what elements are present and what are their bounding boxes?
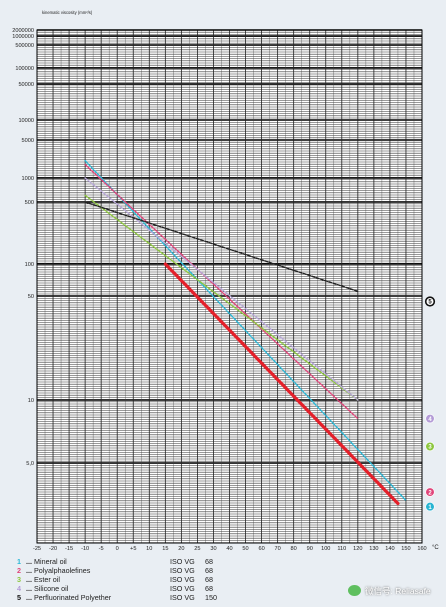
x-tick-label: 130 [369,546,378,552]
legend-name: ... Ester oil [26,575,60,584]
series-marker-label: 1 [428,505,432,511]
y-tick-label: 100000 [15,66,34,72]
grid [36,29,423,544]
legend-value: 68 [205,566,213,575]
x-tick-label: -25 [33,546,41,552]
series-marker-5 [424,296,436,307]
x-tick-label: -20 [49,546,57,552]
wechat-icon [348,585,361,596]
right-markers: 5 4 3 2 1 [424,296,436,512]
plot-frame [36,29,423,544]
legend-value: 150 [205,593,217,602]
series-marker-label: 2 [428,490,432,496]
y-tick-label: 100 [25,262,34,268]
x-tick-label: 60 [258,546,264,552]
series-marker-label: 4 [428,417,432,423]
y-tick-label: 2000000 [12,28,34,34]
series-line-2 [84,163,359,420]
x-tick-label: 15 [162,546,168,552]
y-tick-label: 5000 [22,138,34,144]
legend: 1 ... Mineral oil ISO VG 68 2 ... Polyal… [0,553,446,607]
x-tick-label: 110 [337,546,346,552]
y-tick-label: 1000 [22,176,34,182]
y-tick-label: 5,0 [26,461,34,467]
x-tick-label: 50 [242,546,248,552]
x-tick-label: 80 [291,546,297,552]
x-tick-label: 70 [275,546,281,552]
legend-name: ... Perfluorinated Polyether [26,593,112,602]
series-line-3 [84,194,359,401]
x-tick-label: 10 [146,546,152,552]
y-tick-label: 10000 [18,118,34,124]
legend-value: 68 [205,575,213,584]
x-tick-label: 90 [307,546,313,552]
legend-number: 5 [17,593,21,602]
y-tick-label: 500 [25,200,34,206]
x-tick-label: -5 [99,546,104,552]
x-tick-label: 120 [353,546,362,552]
x-tick-label: 140 [385,546,394,552]
y-tick-label: 50 [28,294,34,300]
x-tick-label: -15 [65,546,73,552]
x-tick-label: 40 [226,546,232,552]
legend-value: 68 [205,557,213,566]
x-tick-label: 0 [116,546,119,552]
legend-iso: ISO VG [170,593,195,602]
legend-name: ... Silicone oil [26,584,69,593]
legend-name: ... Polyalphaolefines [26,566,91,575]
watermark-text: 微信号: Reliasafe [365,586,431,596]
series-marker-4 [425,414,435,424]
legend-iso: ISO VG [170,584,195,593]
series-line-5 [84,201,359,292]
x-axis-unit: °C [432,545,439,551]
y-axis-label: kinematic viscosity (mm²/s) [42,10,93,15]
x-tick-label: 160 [417,546,426,552]
series-lines [84,159,407,506]
x-tick-label: 20 [178,546,184,552]
watermark: 微信号: Reliasafe [348,582,444,600]
legend-number: 4 [17,584,21,593]
legend-number: 3 [17,575,21,584]
series-marker-3 [425,441,435,452]
series-marker-2 [425,487,435,497]
legend-name: ... Mineral oil [26,557,67,566]
series-marker-label: 5 [428,300,432,306]
x-tick-label: 100 [321,546,330,552]
y-tick-label: 10 [28,398,34,404]
series-marker-1 [425,502,435,512]
legend-number: 1 [17,557,21,566]
x-tick-label: 25 [194,546,200,552]
x-tick-label: 150 [401,546,410,552]
legend-iso: ISO VG [170,557,195,566]
series-line-red [163,262,400,506]
series-line-4 [84,177,359,401]
x-tick-label: -10 [81,546,89,552]
legend-number: 2 [17,566,21,575]
series-line-1 [84,159,407,502]
y-tick-label: 500000 [15,43,34,49]
legend-iso: ISO VG [170,575,195,584]
legend-iso: ISO VG [170,566,195,575]
x-tick-label: 30 [210,546,216,552]
y-tick-label: 50000 [18,82,34,88]
series-marker-label: 3 [428,445,432,451]
x-axis: -25 -20 -15 -10 -5 0 +5 10 15 20 25 30 40 50 60 70 80 90 1… [33,546,427,552]
y-tick-label: 1000000 [12,34,34,40]
x-tick-label: +5 [130,546,136,552]
legend-value: 68 [205,584,213,593]
